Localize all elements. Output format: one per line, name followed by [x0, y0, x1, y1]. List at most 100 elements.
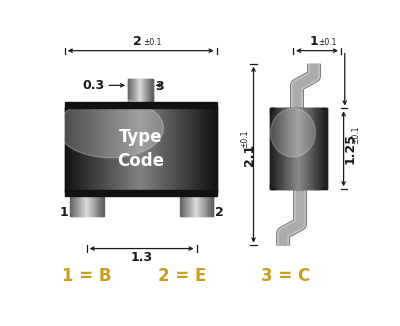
Bar [80, 192, 81, 216]
Bar [65, 102, 216, 109]
Bar [65, 190, 216, 196]
Bar [101, 192, 102, 216]
Bar [140, 79, 141, 107]
Bar [85, 192, 86, 216]
Bar [143, 79, 144, 107]
Bar [182, 192, 184, 216]
Bar [199, 192, 200, 216]
Bar [82, 192, 83, 216]
Bar [88, 192, 89, 216]
Bar [270, 109, 272, 189]
Bar [136, 107, 138, 192]
Bar [184, 107, 186, 192]
Bar [99, 192, 100, 216]
Bar [97, 192, 98, 216]
Polygon shape [322, 109, 327, 113]
Bar [293, 109, 294, 189]
Bar [89, 192, 90, 216]
Bar [298, 109, 299, 189]
Bar [270, 109, 327, 189]
Bar [78, 107, 80, 192]
Bar [198, 192, 199, 216]
Bar [280, 109, 281, 189]
Bar [203, 192, 204, 216]
Text: 1 = B: 1 = B [62, 267, 112, 285]
Text: 0.3: 0.3 [83, 79, 105, 92]
Bar [187, 192, 188, 216]
Bar [304, 109, 306, 189]
Bar [191, 192, 192, 216]
Bar [73, 192, 74, 216]
Bar [98, 192, 99, 216]
Bar [78, 192, 80, 216]
Bar [91, 192, 92, 216]
Bar [105, 107, 108, 192]
Bar [278, 109, 279, 189]
Bar [75, 192, 76, 216]
Bar [212, 192, 213, 216]
Ellipse shape [270, 109, 316, 157]
Bar [148, 79, 149, 107]
Bar [309, 109, 310, 189]
Bar [182, 192, 183, 216]
Bar [318, 109, 320, 189]
Bar [94, 192, 95, 216]
Bar [193, 192, 194, 216]
Bar [65, 107, 68, 192]
Bar [204, 192, 205, 216]
Bar [322, 109, 323, 189]
Bar [110, 107, 113, 192]
Bar [286, 109, 288, 189]
Bar [134, 79, 135, 107]
Bar [143, 79, 144, 107]
Bar [150, 79, 151, 107]
Text: 1: 1 [310, 35, 318, 48]
Polygon shape [270, 185, 275, 189]
Bar [164, 107, 166, 192]
Bar [301, 109, 303, 189]
Bar [144, 79, 145, 107]
Bar [313, 109, 314, 189]
Bar [81, 192, 82, 216]
Bar [150, 79, 151, 107]
Bar [303, 109, 304, 189]
Bar [87, 192, 88, 216]
Bar [67, 107, 70, 192]
Bar [201, 192, 202, 216]
Bar [97, 192, 98, 216]
Bar [174, 107, 176, 192]
Bar [276, 109, 277, 189]
Bar [277, 109, 278, 189]
Bar [113, 107, 116, 192]
Bar [138, 107, 141, 192]
Bar [186, 192, 187, 216]
Bar [321, 109, 322, 189]
Bar [141, 79, 142, 107]
Text: 1.25: 1.25 [343, 133, 356, 164]
Bar [76, 192, 77, 216]
Bar [209, 192, 210, 216]
Bar [100, 192, 101, 216]
Bar [133, 107, 136, 192]
Bar [179, 107, 182, 192]
Bar [142, 79, 143, 107]
Bar [152, 79, 153, 107]
Bar [132, 79, 133, 107]
Bar [312, 109, 313, 189]
Bar [206, 107, 209, 192]
Bar [189, 107, 192, 192]
Ellipse shape [57, 98, 164, 158]
Bar [152, 79, 153, 107]
Bar [138, 79, 139, 107]
Bar [205, 192, 206, 216]
Bar [185, 192, 186, 216]
Bar [153, 107, 156, 192]
Bar [180, 192, 181, 216]
Bar [72, 107, 75, 192]
Bar [144, 79, 145, 107]
Polygon shape [270, 109, 275, 113]
Bar [131, 79, 132, 107]
Bar [188, 192, 189, 216]
Bar [131, 79, 132, 107]
Bar [98, 107, 101, 192]
